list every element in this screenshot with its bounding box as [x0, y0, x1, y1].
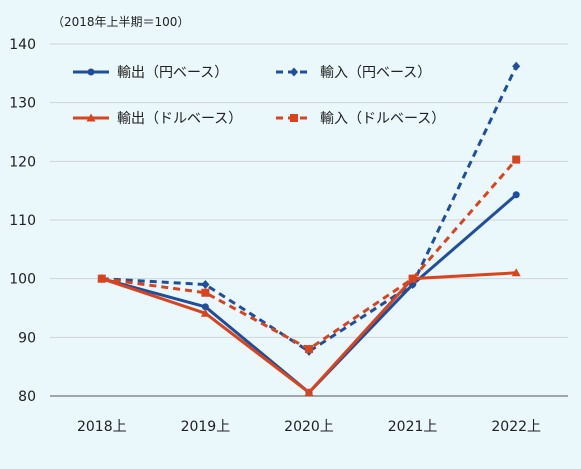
series-3	[97, 268, 521, 396]
data-point	[200, 308, 210, 317]
data-point	[305, 345, 313, 354]
y-tick-label: 130	[9, 96, 36, 112]
x-tick-label: 2022上	[491, 419, 541, 435]
series-2	[97, 61, 521, 356]
x-tick-label: 2021上	[388, 419, 438, 435]
legend-item: 輸入（ドルベース）	[276, 111, 445, 127]
data-point	[201, 303, 209, 311]
legend-item: 輸入（円ベース）	[276, 65, 431, 81]
data-point	[408, 274, 417, 283]
y-tick-label: 120	[9, 154, 36, 170]
data-point	[512, 61, 521, 71]
series-lines	[97, 61, 521, 396]
series-1	[98, 191, 520, 396]
series-4	[97, 155, 521, 354]
data-point	[201, 288, 210, 297]
legend-item: 輸出（ドルベース）	[73, 111, 242, 127]
legend: 輸出（円ベース） 輸入（円ベース） 輸出（ドルベース） 輸入（ドルベース）	[73, 65, 445, 127]
x-axis-ticks: 2018上 2019上 2020上 2021上 2022上	[77, 419, 541, 435]
y-axis-ticks: 80 90 100 110 120 130 140	[9, 37, 36, 405]
data-point	[97, 274, 106, 283]
y-tick-label: 140	[9, 37, 36, 53]
y-tick-label: 90	[18, 330, 36, 346]
y-tick-label: 100	[9, 272, 36, 288]
data-point	[201, 280, 210, 290]
y-tick-label: 110	[9, 213, 36, 229]
legend-label: 輸入（ドルベース）	[320, 111, 445, 127]
series-line	[101, 271, 517, 394]
series-line	[101, 193, 518, 394]
x-tick-label: 2020上	[284, 419, 334, 435]
legend-item: 輸出（円ベース）	[73, 65, 228, 81]
legend-marker	[86, 113, 96, 122]
data-point	[512, 191, 520, 199]
grid	[50, 43, 568, 397]
y-tick-label: 80	[18, 389, 36, 405]
legend-label: 輸出（ドルベース）	[117, 111, 242, 127]
data-point	[512, 155, 521, 164]
x-tick-label: 2019上	[181, 419, 231, 435]
series-line	[101, 65, 518, 353]
x-tick-label: 2018上	[77, 419, 127, 435]
unit-note: （2018年上半期＝100）	[52, 15, 189, 29]
series-line	[101, 158, 518, 351]
data-point	[511, 268, 521, 277]
legend-marker	[87, 68, 95, 76]
legend-marker	[290, 67, 298, 77]
data-point	[304, 387, 314, 396]
legend-label: 輸出（円ベース）	[117, 65, 228, 81]
legend-marker	[290, 114, 298, 122]
legend-label: 輸入（円ベース）	[320, 65, 431, 81]
